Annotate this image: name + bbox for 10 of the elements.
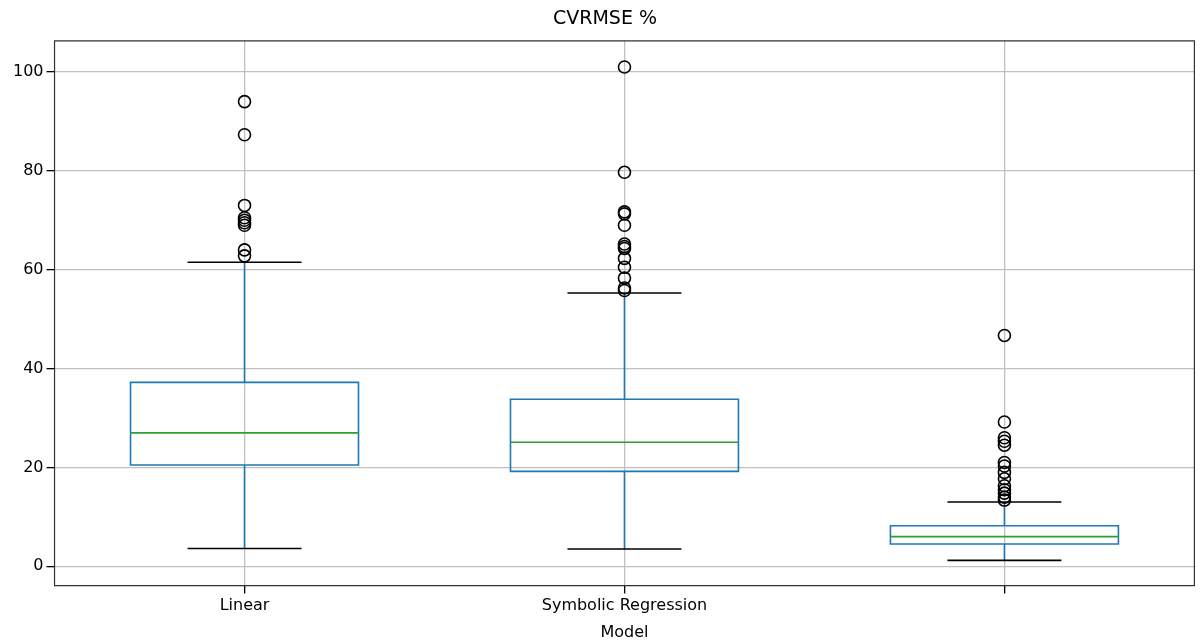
y-tick-label: 60 [23, 258, 44, 278]
y-tick-label: 0 [33, 555, 44, 575]
x-tick-label: Symbolic Regression [541, 595, 708, 615]
x-axis-title: Model [600, 621, 649, 641]
chart-title: CVRMSE % [552, 6, 658, 29]
y-tick-label: 40 [23, 357, 44, 377]
y-tick-label: 20 [23, 456, 44, 476]
x-tick-label: Linear [219, 595, 270, 615]
y-tick-label: 100 [12, 61, 44, 81]
y-tick-label: 80 [23, 159, 44, 179]
